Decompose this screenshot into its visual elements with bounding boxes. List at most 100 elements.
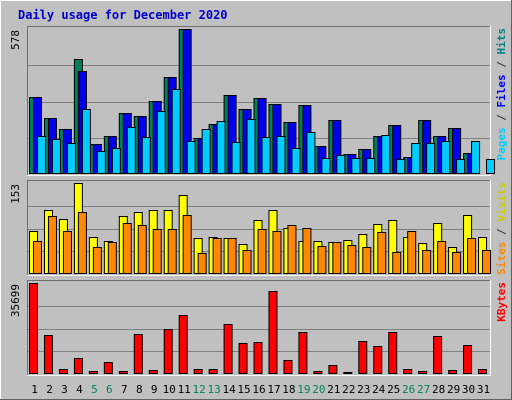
side-label-part: Hits: [495, 28, 508, 55]
x-tick-label-day-27: 27: [417, 383, 430, 396]
bar-kbytes-day-3: [58, 369, 68, 374]
bar-pages-day-21: [336, 155, 346, 174]
x-tick-label-day-29: 29: [447, 383, 460, 396]
side-label-part: Sites: [495, 242, 508, 275]
x-tick-label-day-4: 4: [76, 383, 83, 396]
bar-sites-day-27: [422, 250, 432, 274]
x-tick-label-day-11: 11: [178, 383, 191, 396]
bar-sites-day-29: [452, 252, 462, 274]
x-tick-label-day-7: 7: [121, 383, 128, 396]
bar-sites-day-16: [257, 229, 267, 274]
bar-kbytes-day-26: [403, 369, 413, 374]
bar-pages-day-18: [291, 148, 301, 174]
x-axis-day-labels: 1 2 3 4 5 6 7 8 9 10 11 12 13 14 15 16 17 18 19 20 21 22 23 24 2…: [31, 383, 490, 396]
x-tick-label-day-17: 17: [267, 383, 280, 396]
x-tick-label-day-21: 21: [327, 383, 340, 396]
bar-sites-day-18: [287, 225, 297, 274]
bar-kbytes-day-5: [88, 371, 98, 374]
x-tick-label-day-5: 5: [91, 383, 98, 396]
panel-top: 578 Pages / Files / Hits: [9, 26, 508, 176]
bar-kbytes-day-15: [238, 343, 248, 374]
bar-kbytes-day-25: [388, 332, 398, 374]
x-tick-label-day-19: 19: [297, 383, 310, 396]
bar-sites-day-22: [347, 245, 357, 274]
bar-pages-day-29: [456, 159, 466, 174]
side-label-part: Pages: [495, 127, 508, 160]
side-label-part: KBytes: [495, 282, 508, 322]
bar-pages-day-28: [441, 141, 451, 174]
bar-kbytes-day-21: [328, 365, 338, 374]
x-tick-label-day-31: 31: [477, 383, 490, 396]
bar-pages-day-13: [216, 121, 226, 174]
side-label-part: /: [495, 222, 508, 242]
x-tick-label-day-12: 12: [192, 383, 205, 396]
x-tick-label-day-23: 23: [357, 383, 370, 396]
bar-pages-day-10: [171, 89, 181, 174]
bar-pages-day-23: [366, 158, 376, 174]
bar-pages-day-5: [96, 151, 106, 174]
bar-sites-day-7: [122, 223, 132, 274]
x-tick-label-day-24: 24: [372, 383, 386, 396]
bar-sites-day-4: [77, 212, 87, 274]
bar-kbytes-day-13: [208, 369, 218, 374]
bar-kbytes-day-14: [223, 324, 233, 374]
x-tick-label-day-3: 3: [61, 383, 68, 396]
bar-kbytes-day-29: [448, 370, 458, 374]
bar-sites-day-17: [272, 231, 282, 274]
y-max-label-top: 578: [9, 30, 22, 50]
bar-kbytes-day-10: [163, 329, 173, 374]
bar-kbytes-day-18: [283, 360, 293, 374]
bar-pages-day-9: [156, 111, 166, 174]
bar-kbytes-day-31: [478, 369, 488, 374]
bar-kbytes-day-22: [343, 372, 353, 374]
bar-pages-day-14: [231, 142, 241, 174]
bar-kbytes-day-17: [268, 291, 278, 374]
series-pages: [37, 89, 496, 174]
bar-sites-day-12: [197, 253, 207, 274]
bar-sites-day-31: [482, 250, 492, 274]
chart-title: Daily usage for December 2020: [18, 8, 228, 22]
bar-kbytes-day-7: [118, 371, 128, 374]
bar-pages-day-16: [261, 137, 271, 174]
x-tick-label-day-30: 30: [462, 383, 475, 396]
side-label-part: /: [495, 108, 508, 128]
x-tick-label-day-18: 18: [282, 383, 295, 396]
bar-pages-day-15: [246, 119, 256, 174]
bar-pages-day-11: [186, 141, 196, 174]
bar-sites-day-15: [242, 250, 252, 274]
bar-pages-day-2: [51, 139, 61, 174]
bar-sites-day-23: [362, 247, 372, 274]
bar-kbytes-day-8: [133, 334, 143, 374]
bar-sites-day-24: [377, 232, 387, 274]
bar-sites-day-30: [467, 238, 477, 274]
side-label-middle: Sites / Visits: [495, 182, 508, 275]
bar-pages-day-20: [321, 158, 331, 174]
bar-pages-day-26: [411, 143, 421, 174]
bar-pages-day-30: [471, 141, 481, 174]
x-tick-label-day-6: 6: [106, 383, 113, 396]
bar-sites-day-14: [227, 238, 237, 274]
series-kbytes: [29, 283, 488, 374]
bar-sites-day-19: [302, 228, 312, 274]
bar-kbytes-day-6: [103, 362, 113, 374]
bar-kbytes-day-11: [178, 315, 188, 374]
x-tick-label-day-2: 2: [46, 383, 53, 396]
bar-sites-day-13: [212, 238, 222, 274]
side-label-top: Pages / Files / Hits: [495, 28, 508, 161]
panel-middle: 153 Sites / Visits: [9, 180, 508, 276]
bar-sites-day-2: [47, 216, 57, 274]
bar-pages-day-4: [81, 109, 91, 174]
side-label-bottom: KBytes: [495, 282, 508, 322]
x-tick-label-day-26: 26: [402, 383, 415, 396]
side-label-part: /: [495, 55, 508, 75]
bar-pages-day-17: [276, 136, 286, 174]
bar-sites-day-3: [62, 231, 72, 274]
bar-sites-day-5: [92, 247, 102, 274]
y-max-label-bottom: 35699: [9, 284, 22, 317]
bar-kbytes-day-20: [313, 371, 323, 374]
bar-kbytes-day-27: [418, 371, 428, 374]
bar-pages-day-19: [306, 132, 316, 174]
bar-kbytes-day-1: [29, 283, 38, 374]
bar-sites-day-25: [392, 252, 402, 274]
